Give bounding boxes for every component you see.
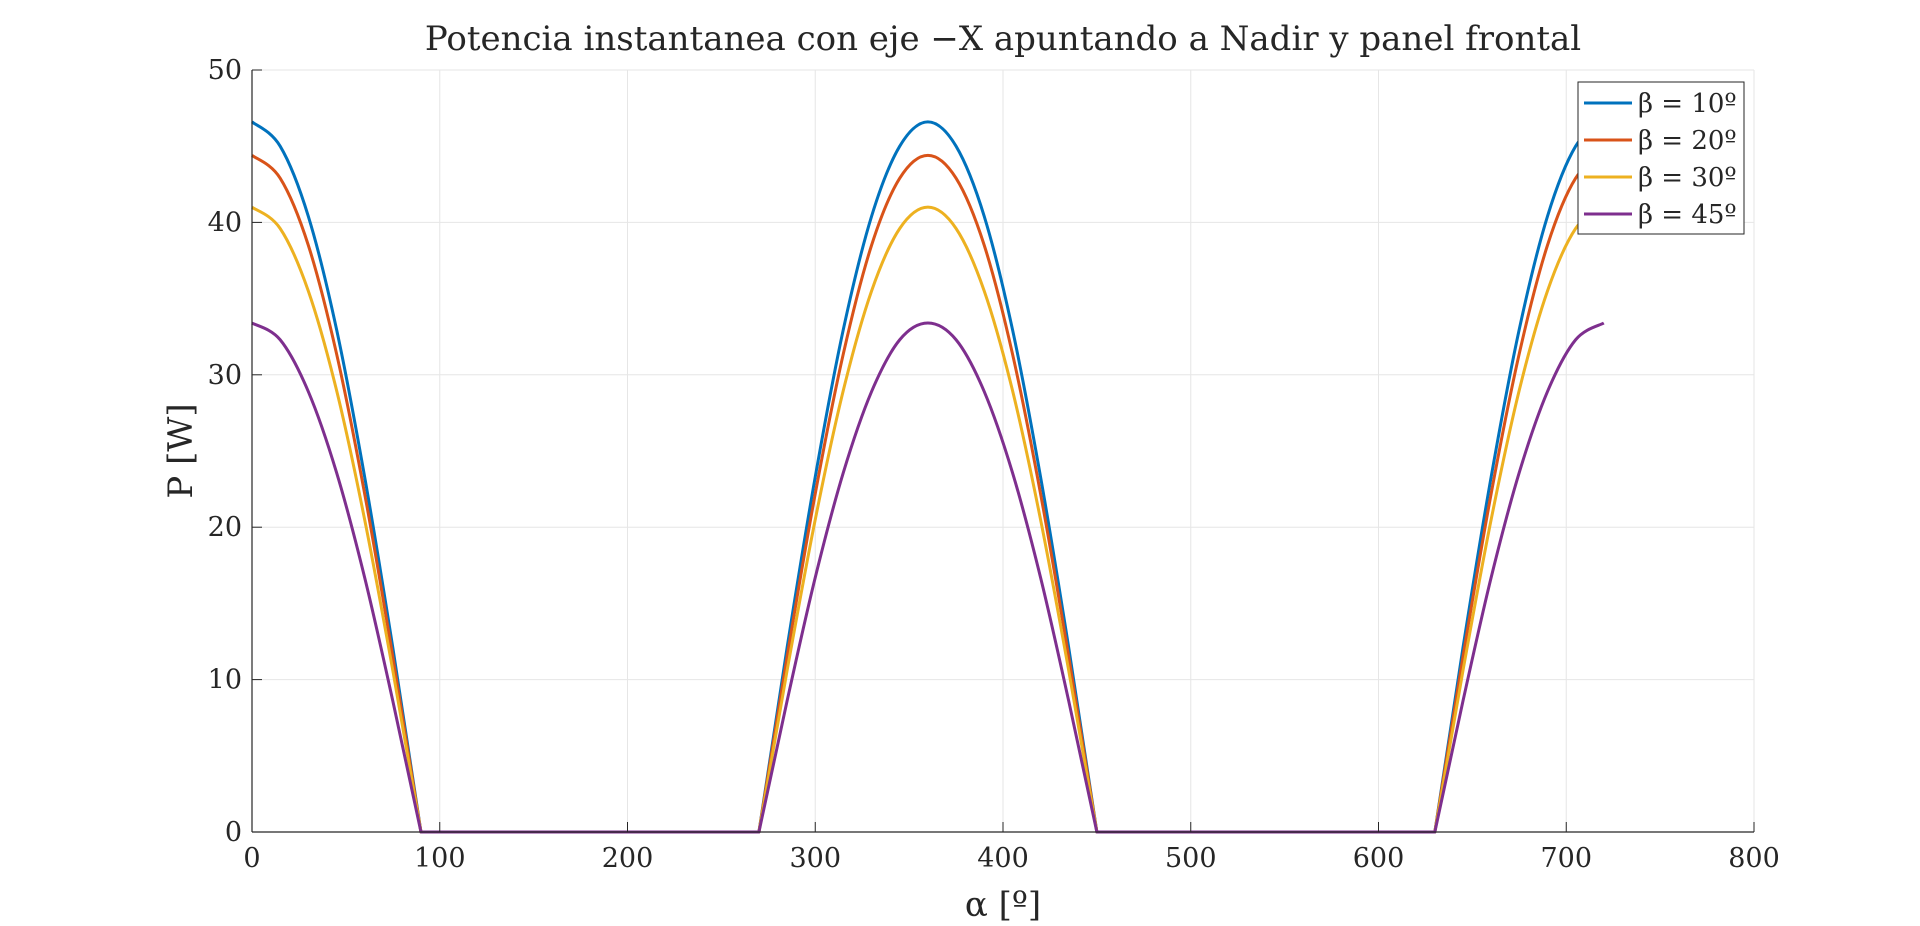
legend-label-3: β = 30º xyxy=(1638,163,1737,193)
legend: β = 10º β = 20º β = 30º β = 45º xyxy=(1577,81,1745,235)
series-line-4 xyxy=(251,321,1605,834)
x-axis-label: α [º] xyxy=(965,885,1041,925)
x-tick-label: 700 xyxy=(1540,843,1592,874)
legend-box xyxy=(1577,81,1745,235)
x-tick-label: 300 xyxy=(789,843,841,874)
x-tick-label: 200 xyxy=(602,843,654,874)
y-axis-label: P [W] xyxy=(161,403,201,498)
y-tick-label: 40 xyxy=(208,207,242,238)
x-tick-label: 500 xyxy=(1165,843,1217,874)
legend-label-2: β = 20º xyxy=(1638,126,1737,156)
x-tick-label: 800 xyxy=(1728,843,1780,874)
x-tick-label: 600 xyxy=(1353,843,1405,874)
x-tick-label: 100 xyxy=(414,843,466,874)
grid xyxy=(252,70,1754,832)
chart-title: Potencia instantanea con eje −X apuntand… xyxy=(425,19,1581,59)
series-line-2 xyxy=(251,153,1605,834)
ticks: 0 100 200 300 400 500 600 700 800 0 10 20 30 40 50 xyxy=(208,55,1780,874)
series-line-1 xyxy=(251,120,1605,834)
x-tick-label: 0 xyxy=(243,843,260,874)
y-tick-label: 20 xyxy=(208,512,242,543)
series-line-3 xyxy=(251,205,1605,834)
y-tick-label: 50 xyxy=(208,55,242,86)
y-tick-label: 30 xyxy=(208,360,242,391)
series-layer xyxy=(251,120,1605,834)
legend-label-4: β = 45º xyxy=(1638,200,1737,230)
y-tick-label: 0 xyxy=(225,817,242,848)
x-tick-label: 400 xyxy=(977,843,1029,874)
y-tick-label: 10 xyxy=(208,665,242,696)
legend-label-1: β = 10º xyxy=(1638,89,1737,119)
